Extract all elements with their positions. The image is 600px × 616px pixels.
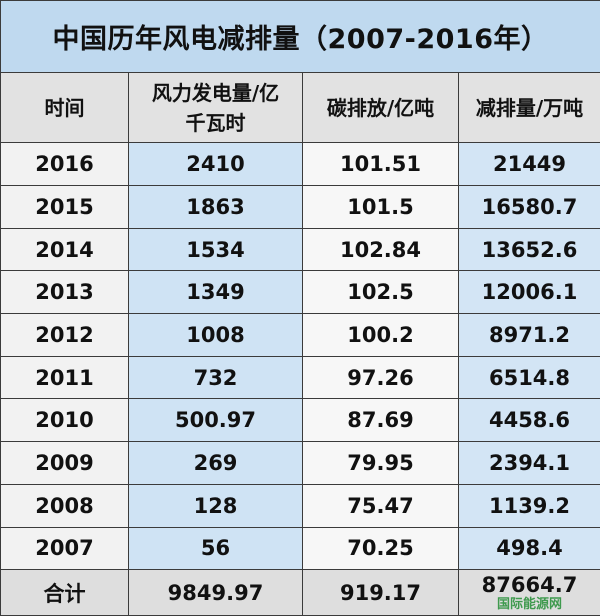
- total-row: 合计 9849.97 919.17 87664.7 国际能源网: [0, 569, 600, 616]
- total-reduction: 87664.7: [481, 573, 578, 598]
- watermark-text: 国际能源网: [496, 597, 562, 613]
- cell-carbon: 97.26: [302, 355, 459, 400]
- cell-year: 2012: [0, 313, 129, 357]
- cell-generation: 1863: [128, 185, 303, 229]
- cell-year: 2009: [0, 441, 129, 485]
- table-title: 中国历年风电减排量（2007-2016年）: [0, 0, 600, 74]
- cell-reduction: 4458.6: [458, 398, 600, 443]
- cell-carbon: 102.84: [302, 227, 459, 272]
- total-label: 合计: [0, 569, 129, 616]
- cell-reduction: 13652.6: [458, 227, 600, 272]
- table-row: 2012 1008 100.2 8971.2: [0, 313, 600, 357]
- cell-carbon: 79.95: [302, 441, 459, 485]
- cell-carbon: 75.47: [302, 483, 459, 528]
- cell-generation: 1349: [128, 270, 303, 315]
- cell-generation: 1534: [128, 227, 303, 272]
- cell-year: 2007: [0, 526, 129, 571]
- cell-reduction: 16580.7: [458, 185, 600, 229]
- cell-year: 2014: [0, 227, 129, 272]
- cell-carbon: 101.5: [302, 185, 459, 229]
- cell-year: 2013: [0, 270, 129, 315]
- table-row: 2010 500.97 87.69 4458.6: [0, 398, 600, 443]
- cell-reduction: 1139.2: [458, 483, 600, 528]
- cell-reduction: 21449: [458, 142, 600, 186]
- cell-carbon: 101.51: [302, 142, 459, 186]
- cell-generation: 128: [128, 483, 303, 528]
- total-carbon: 919.17: [302, 569, 459, 616]
- table-row: 2016 2410 101.51 21449: [0, 142, 600, 186]
- cell-year: 2010: [0, 398, 129, 443]
- table-row: 2015 1863 101.5 16580.7: [0, 185, 600, 229]
- cell-generation: 56: [128, 526, 303, 571]
- total-generation: 9849.97: [128, 569, 303, 616]
- total-reduction-cell: 87664.7 国际能源网: [458, 569, 600, 616]
- cell-reduction: 12006.1: [458, 270, 600, 315]
- cell-reduction: 498.4: [458, 526, 600, 571]
- cell-carbon: 102.5: [302, 270, 459, 315]
- cell-generation: 2410: [128, 142, 303, 186]
- cell-reduction: 8971.2: [458, 313, 600, 357]
- header-generation: 风力发电量/亿千瓦时: [128, 72, 303, 144]
- table-row: 2008 128 75.47 1139.2: [0, 483, 600, 528]
- cell-year: 2011: [0, 355, 129, 400]
- cell-generation: 732: [128, 355, 303, 400]
- cell-carbon: 100.2: [302, 313, 459, 357]
- cell-year: 2015: [0, 185, 129, 229]
- header-carbon: 碳排放/亿吨: [302, 72, 459, 144]
- cell-generation: 500.97: [128, 398, 303, 443]
- table-row: 2007 56 70.25 498.4: [0, 526, 600, 571]
- table-row: 2009 269 79.95 2394.1: [0, 441, 600, 485]
- table-row: 2014 1534 102.84 13652.6: [0, 227, 600, 272]
- header-row: 时间 风力发电量/亿千瓦时 碳排放/亿吨 减排量/万吨: [0, 72, 600, 144]
- cell-reduction: 2394.1: [458, 441, 600, 485]
- table-row: 2011 732 97.26 6514.8: [0, 355, 600, 400]
- cell-carbon: 70.25: [302, 526, 459, 571]
- header-year: 时间: [0, 72, 129, 144]
- cell-carbon: 87.69: [302, 398, 459, 443]
- table-row: 2013 1349 102.5 12006.1: [0, 270, 600, 315]
- header-reduction: 减排量/万吨: [458, 72, 600, 144]
- cell-generation: 269: [128, 441, 303, 485]
- cell-reduction: 6514.8: [458, 355, 600, 400]
- cell-year: 2008: [0, 483, 129, 528]
- cell-year: 2016: [0, 142, 129, 186]
- cell-generation: 1008: [128, 313, 303, 357]
